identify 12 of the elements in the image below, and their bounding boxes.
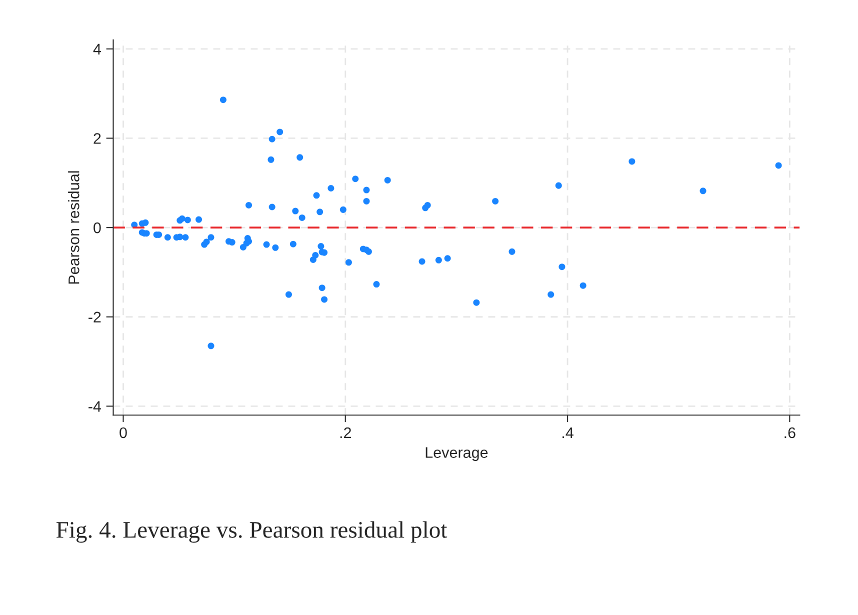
y-tick-label: 4 (93, 44, 102, 54)
y-axis-title: Pearson residual (68, 171, 80, 284)
x-tick-label: .4 (562, 427, 574, 438)
x-tick-label: 0 (120, 427, 127, 438)
y-tick-label: -2 (88, 312, 101, 322)
x-tick-label: .2 (340, 427, 351, 438)
x-axis-title: Leverage (426, 447, 488, 461)
caption: Fig. 4. Leverage vs. Pearson residual plot (56, 521, 448, 543)
y-tick-label: 0 (94, 222, 101, 234)
y-tick-label: -4 (88, 401, 102, 412)
x-tick-label: .6 (784, 427, 796, 438)
y-tick-label: 2 (94, 133, 101, 144)
